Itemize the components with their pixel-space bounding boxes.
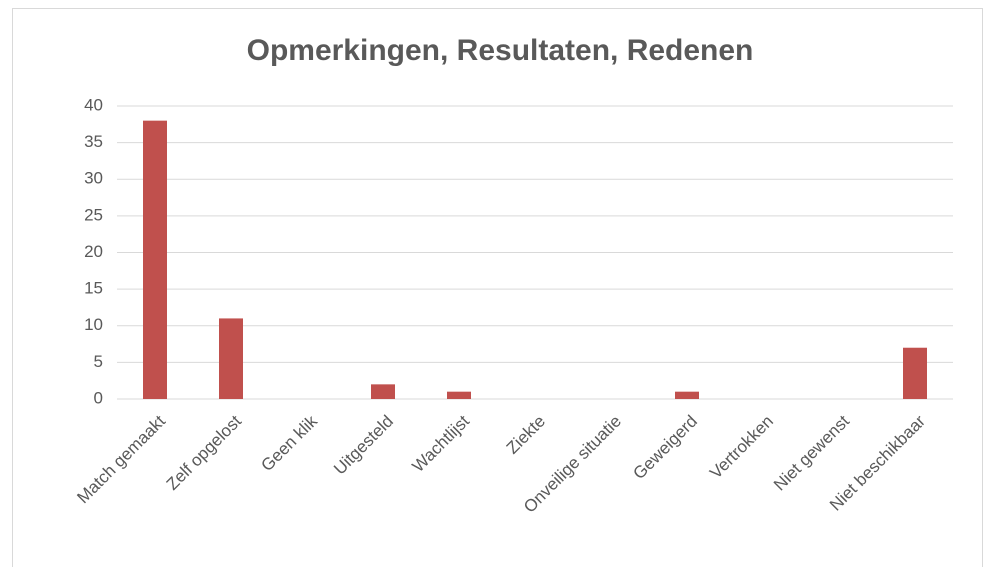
y-tick-label: 0 [94,388,103,407]
bar [219,318,243,399]
y-tick-label: 25 [84,205,103,224]
bar [675,391,699,399]
bar [371,384,395,399]
y-tick-label: 5 [94,352,103,371]
bar [447,391,471,399]
bar [903,347,927,399]
chart-title: Opmerkingen, Resultaten, Redenen [247,34,754,67]
y-tick-label: 10 [84,315,103,334]
y-tick-label: 40 [84,95,103,114]
y-tick-label: 30 [84,169,103,188]
chart-border [12,8,983,567]
y-tick-label: 35 [84,132,103,151]
y-tick-label: 15 [84,279,103,298]
y-tick-label: 20 [84,242,103,261]
bar [143,120,167,400]
